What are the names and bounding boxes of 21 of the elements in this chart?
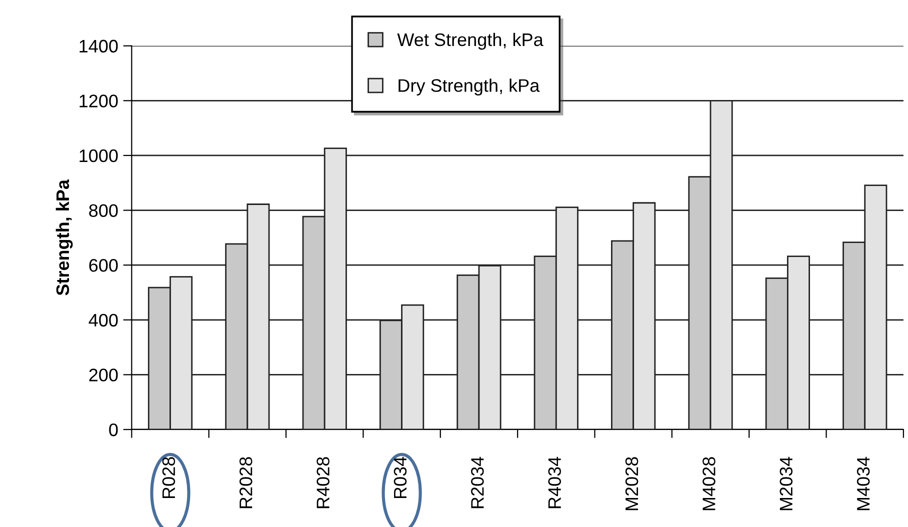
legend-label: Dry Strength, kPa: [398, 78, 540, 96]
x-tick-label: R4034: [548, 456, 561, 508]
y-tick-label: 600: [89, 259, 118, 272]
x-tick-label: M4028: [702, 457, 716, 510]
legend-label: Wet Strength, kPa: [397, 32, 544, 50]
y-tick-label: 200: [89, 368, 118, 382]
x-tick-label: R034: [394, 456, 407, 498]
y-tick-label: 1200: [80, 94, 118, 108]
x-tick-label: R2034: [471, 456, 484, 508]
x-tick-label: R4028: [316, 457, 330, 508]
x-tick-label: M2028: [625, 457, 638, 510]
y-axis-title: Strength, kPa: [56, 179, 73, 296]
x-tick-label: M2034: [780, 456, 793, 510]
x-tick-label: R028: [162, 457, 176, 498]
y-tick-label: 1000: [80, 149, 118, 162]
y-tick-label: 1400: [80, 40, 118, 53]
x-tick-label: M4034: [856, 456, 870, 510]
y-tick-label: 400: [88, 314, 118, 327]
y-tick-label: 0: [109, 423, 118, 436]
y-tick-label: 800: [89, 204, 118, 217]
x-tick-label: R2028: [239, 457, 252, 508]
